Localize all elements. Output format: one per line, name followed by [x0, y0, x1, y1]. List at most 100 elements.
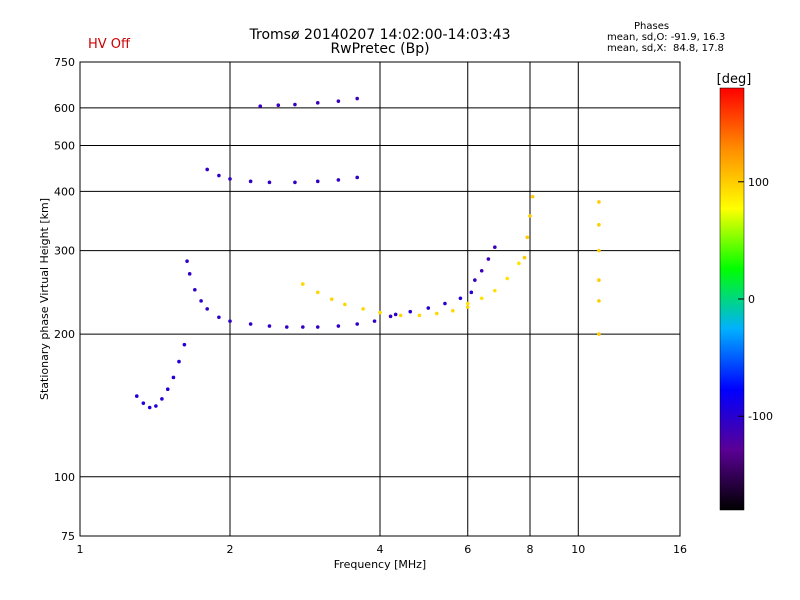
data-point	[177, 359, 181, 364]
x-tick-label: 2	[227, 543, 234, 556]
data-point	[597, 248, 601, 253]
x-tick-labels: 1 2 4 6 8 10 16	[77, 543, 688, 556]
data-point	[258, 104, 263, 109]
x-tick-label: 4	[377, 543, 384, 556]
data-point	[443, 301, 447, 306]
data-point	[193, 288, 197, 292]
colorbar-ticks: -100 0 100	[738, 176, 773, 423]
data-point	[408, 309, 413, 314]
data-point	[329, 297, 334, 301]
colorbar-label: [deg]	[717, 72, 752, 87]
data-point	[355, 322, 359, 326]
data-point	[493, 288, 497, 293]
data-point	[528, 214, 532, 218]
data-point	[479, 296, 484, 301]
data-point	[336, 178, 341, 182]
y-tick-labels: 75 100 200 300 400 500 600 750	[54, 56, 75, 543]
data-point	[205, 167, 209, 172]
data-point	[417, 313, 422, 318]
data-point	[315, 179, 320, 184]
y-tick-label: 600	[54, 102, 75, 115]
data-point	[315, 325, 320, 329]
data-point	[267, 324, 272, 328]
data-point	[293, 180, 297, 185]
data-point	[597, 200, 601, 204]
data-point	[284, 325, 289, 329]
y-tick-label: 300	[54, 245, 75, 258]
hv-status-label: HV Off	[88, 37, 130, 52]
data-point	[479, 268, 484, 273]
data-point	[154, 404, 158, 408]
data-point	[530, 194, 535, 199]
data-point	[228, 319, 232, 323]
data-point	[301, 282, 305, 286]
y-tick-label: 200	[54, 328, 75, 341]
data-point	[361, 307, 365, 311]
data-point	[165, 387, 170, 392]
data-points	[134, 96, 601, 410]
data-point	[469, 290, 474, 295]
data-point	[465, 305, 470, 309]
data-point	[228, 177, 232, 181]
chart-subtitle: RwPretec (Bp)	[330, 41, 430, 57]
data-point	[517, 261, 521, 266]
x-tick-label: 1	[77, 543, 84, 556]
x-tick-label: 8	[527, 543, 534, 556]
phases-legend-title: Phases	[634, 21, 670, 32]
data-point	[451, 308, 455, 313]
data-point	[182, 342, 187, 347]
y-tick-label: 500	[54, 139, 75, 152]
data-point	[343, 302, 347, 307]
data-point	[372, 319, 377, 323]
phases-o-stat: mean, sd,O: -91.9, 16.3	[607, 32, 726, 43]
data-point	[171, 375, 176, 380]
data-point	[217, 315, 221, 320]
data-point	[473, 278, 477, 282]
data-point	[388, 314, 393, 319]
data-point	[486, 257, 491, 261]
y-tick-label: 100	[54, 471, 75, 484]
data-point	[426, 306, 431, 310]
data-point	[301, 325, 305, 329]
data-point	[522, 255, 527, 260]
data-point	[597, 278, 601, 282]
y-axis-title: Stationary phase Virtual Height [km]	[38, 198, 51, 400]
data-point	[147, 405, 152, 410]
data-point	[398, 313, 403, 318]
data-point	[597, 332, 601, 336]
y-tick-label: 400	[54, 185, 75, 198]
data-point	[205, 307, 209, 311]
data-point	[465, 301, 470, 306]
x-axis-title: Frequency [MHz]	[334, 558, 426, 571]
colorbar-tick-label: 0	[748, 293, 755, 306]
data-point	[393, 312, 398, 317]
data-point	[336, 99, 341, 103]
data-point	[493, 245, 497, 250]
data-point	[355, 96, 359, 101]
data-point	[199, 299, 203, 303]
data-point	[187, 272, 192, 276]
colorbar-tick-label: -100	[748, 410, 773, 423]
phases-x-stat: mean, sd,X: 84.8, 17.8	[607, 43, 724, 54]
data-point	[293, 102, 297, 107]
x-tick-label: 6	[464, 543, 471, 556]
data-point	[434, 311, 439, 316]
data-point	[267, 180, 272, 185]
data-point	[597, 223, 601, 227]
data-point	[315, 290, 320, 295]
data-point	[248, 322, 253, 326]
colorbar: [deg] -100 0 100	[717, 72, 773, 511]
data-point	[160, 397, 164, 401]
data-point	[525, 235, 530, 240]
data-point	[248, 179, 253, 184]
data-point	[355, 175, 359, 180]
grid-lines	[80, 62, 680, 536]
data-point	[378, 310, 382, 315]
data-point	[505, 276, 509, 281]
data-point	[458, 296, 463, 301]
data-point	[185, 259, 189, 263]
data-point	[217, 173, 221, 178]
data-point	[134, 394, 139, 398]
plot-frame	[79, 61, 681, 537]
